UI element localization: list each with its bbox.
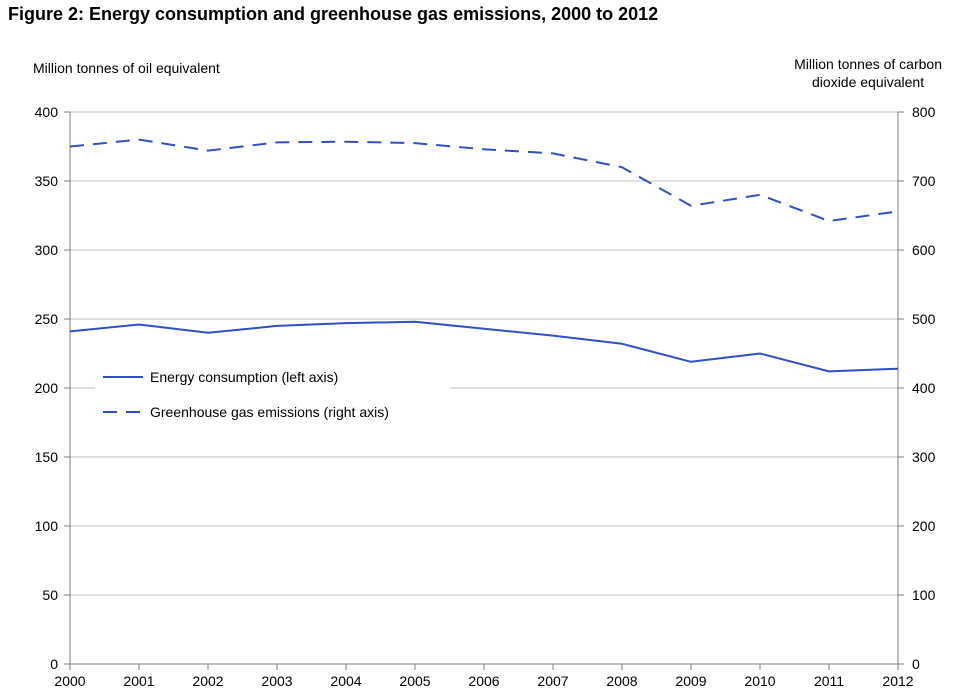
right-tick-label: 800 (912, 104, 936, 120)
right-tick-label: 400 (912, 380, 936, 396)
left-tick-label: 300 (35, 242, 59, 258)
x-tick-label: 2005 (399, 673, 430, 689)
left-tick-label: 150 (35, 449, 59, 465)
right-axis-label-line-1: Million tonnes of carbon (794, 56, 942, 72)
emissions-series-line (69, 138, 899, 222)
right-tick-label: 200 (912, 518, 936, 534)
left-tick-label: 250 (35, 311, 59, 327)
x-axis-ticks: 2000 2001 2002 2003 2004 2005 2006 2007 2008 2009… (54, 664, 914, 689)
gridlines (70, 111, 898, 596)
x-tick-label: 2011 (814, 673, 844, 689)
legend-label: Greenhouse gas emissions (right axis) (150, 404, 389, 420)
left-tick-label: 200 (35, 380, 59, 396)
x-tick-label: 2007 (537, 673, 568, 689)
right-tick-label: 300 (912, 449, 936, 465)
right-tick-label: 600 (912, 242, 936, 258)
right-axis-ticks: 0 100 200 300 400 500 600 700 800 (898, 104, 936, 672)
x-tick-label: 2001 (123, 673, 154, 689)
x-tick-label: 2009 (675, 673, 706, 689)
left-tick-label: 400 (35, 104, 59, 120)
x-tick-label: 2000 (54, 673, 85, 689)
left-tick-label: 50 (42, 587, 58, 603)
energy-series-line (69, 320, 899, 373)
x-tick-label: 2010 (744, 673, 775, 689)
legend-background (95, 364, 450, 426)
x-tick-label: 2003 (261, 673, 292, 689)
x-tick-label: 2012 (882, 673, 913, 689)
left-axis-ticks: 0 50 100 150 200 250 300 350 400 (35, 104, 70, 672)
right-axis-label-line-2: dioxide equivalent (812, 74, 925, 90)
right-tick-label: 500 (912, 311, 936, 327)
left-tick-label: 100 (35, 518, 59, 534)
x-tick-label: 2004 (330, 673, 361, 689)
left-axis-label: Million tonnes of oil equivalent (33, 60, 220, 76)
x-tick-label: 2008 (606, 673, 637, 689)
x-tick-label: 2006 (468, 673, 499, 689)
right-axis-label: Million tonnes of carbon dioxide equival… (794, 55, 942, 91)
chart-title: Figure 2: Energy consumption and greenho… (8, 4, 659, 24)
right-tick-label: 700 (912, 173, 936, 189)
series-lines (69, 138, 899, 373)
legend-label: Energy consumption (left axis) (150, 369, 338, 385)
right-tick-label: 100 (912, 587, 936, 603)
left-tick-label: 350 (35, 173, 59, 189)
x-tick-label: 2002 (192, 673, 223, 689)
legend: Energy consumption (left axis) Greenhouse… (103, 369, 389, 420)
left-tick-label: 0 (50, 656, 58, 672)
right-tick-label: 0 (912, 656, 920, 672)
